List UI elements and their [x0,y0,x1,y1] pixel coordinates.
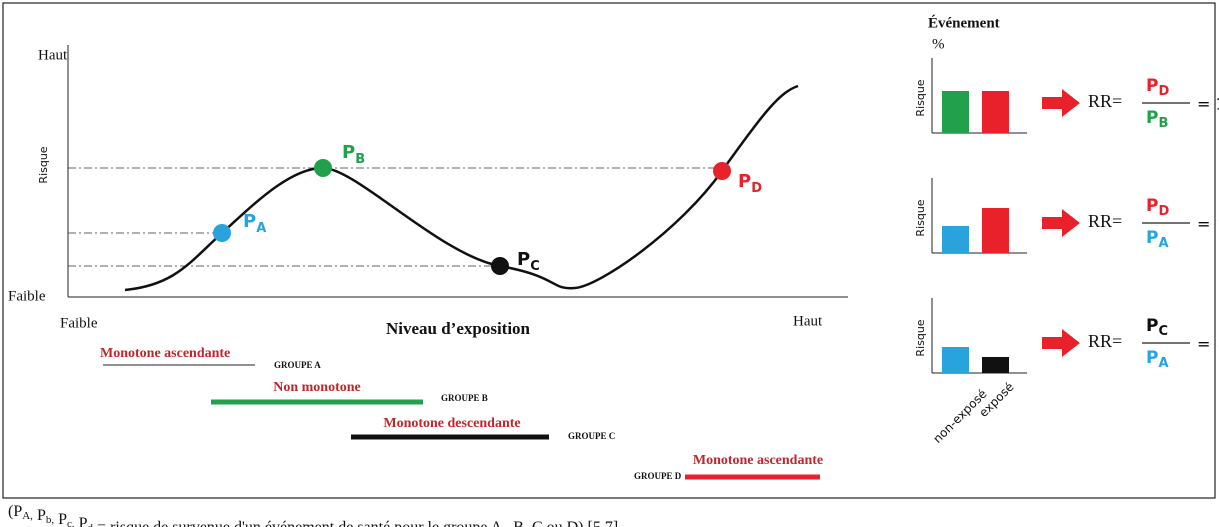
footnote-text: P [54,511,67,527]
rr-result: = 1 [1197,95,1219,114]
fraction-sub: C [1158,324,1168,339]
point-c [491,257,509,275]
point-d [713,162,731,180]
arrow [1042,89,1080,117]
risk-bar [982,208,1009,253]
fraction-num: PC [1146,316,1168,339]
fraction-num: PD [1146,76,1169,99]
y-low: Faible [8,288,46,304]
group-name: GROUPE A [274,360,321,370]
footnote-text: (P [8,503,22,520]
point-letter: P [342,142,355,163]
arrow [1042,209,1080,237]
footnote-text: = risque de survenue d'un événement de s… [93,519,626,527]
group-pattern: Monotone ascendante [693,453,823,468]
point-letter: P [243,211,256,232]
frame [2,2,1216,499]
rr-label: RR= [1088,211,1122,231]
arrow [1042,329,1080,357]
risk-bar [982,357,1009,373]
x-label: non-exposé [930,387,989,446]
group-name: GROUPE B [441,393,488,403]
fraction-sub: B [1158,116,1168,131]
fraction-sub: A [1158,356,1168,371]
point-label: PB [342,142,365,167]
fraction-letter: P [1146,348,1158,368]
rr-result: = ↓ [1197,335,1219,354]
panel-unit: % [932,36,945,52]
group-pattern: Monotone ascendante [100,346,230,361]
point-sub: A [256,221,266,236]
y-high: Haut [38,47,68,63]
fraction-letter: P [1146,76,1158,96]
footnote-sub: d [88,522,94,527]
point-sub: D [751,181,762,196]
fraction-den: PA [1146,348,1169,371]
rr-label: RR= [1088,331,1122,351]
fraction-letter: P [1146,228,1158,248]
point-letter: P [738,171,751,192]
panel-title: Événement [928,14,1000,31]
panel-y-label: Risque [914,319,927,356]
group-pattern: Non monotone [273,380,361,395]
point-sub: B [355,152,365,167]
fraction-sub: A [1158,236,1168,251]
risk-bar [942,91,969,133]
footnote-text: P [75,515,88,527]
point-label: PD [738,171,762,196]
rr-result: = ↑ [1197,215,1219,234]
group-name: GROUPE C [568,431,615,441]
footnote-sub: c, [67,518,75,527]
panel-y-label: Risque [914,79,927,116]
x-high: Haut [793,313,823,329]
point-sub: C [530,259,540,274]
group-pattern: Monotone descendante [383,416,520,431]
fraction-den: PB [1146,108,1168,131]
fraction-num: PD [1146,196,1169,219]
fraction-den: PA [1146,228,1169,251]
footnote-sub: b, [46,514,55,526]
risk-bar [942,226,969,253]
risk-curve [124,84,799,292]
fraction-letter: P [1146,316,1158,336]
footnote-sub: A, [22,510,33,522]
point-letter: P [517,249,530,270]
risk-bar [942,347,969,373]
x-low: Faible [60,315,98,331]
footnote-text: P [33,507,46,524]
fraction-sub: D [1158,204,1169,219]
rr-label: RR= [1088,91,1122,111]
point-b [314,159,332,177]
x-axis-title: Niveau d’exposition [386,319,531,338]
point-a [213,224,231,242]
footnote: (PA, Pb, Pc, Pd = risque de survenue d'u… [8,503,626,527]
point-label: PC [517,249,540,274]
risk-bar [982,91,1009,133]
panel-y-label: Risque [914,199,927,236]
y-axis-label: Risque [37,146,50,183]
fraction-sub: D [1158,84,1169,99]
fraction-letter: P [1146,196,1158,216]
fraction-letter: P [1146,108,1158,128]
group-name: GROUPE D [634,471,682,481]
point-label: PA [243,211,266,236]
